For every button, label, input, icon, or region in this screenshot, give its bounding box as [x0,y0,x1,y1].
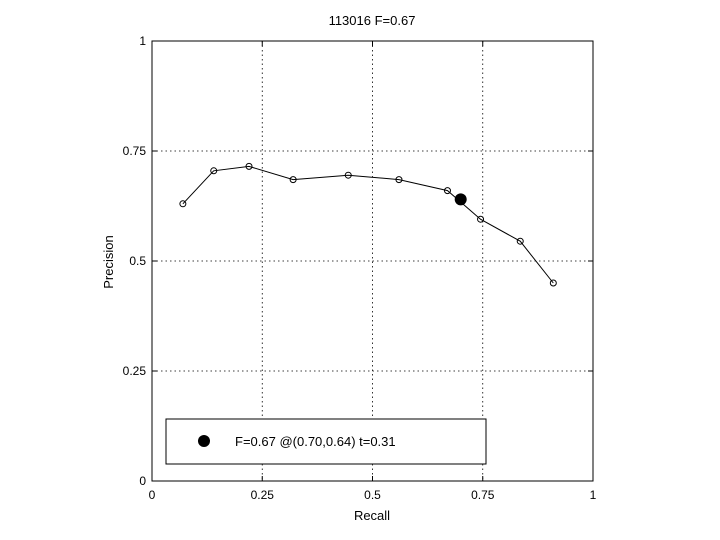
y-tick-label: 1 [139,34,146,48]
pr-curve-point [344,171,352,179]
pr-curve-point [443,187,451,195]
y-tick-label: 0 [139,474,146,488]
pr-curve-point [245,162,253,170]
x-tick-label: 0 [149,488,156,502]
x-axis-label: Recall [354,508,390,523]
legend-marker [198,435,210,447]
pr-curve-point [477,215,485,223]
legend-box [165,418,487,465]
x-tick-label: 1 [590,488,597,502]
chart-title: 113016 F=0.67 [329,13,416,28]
x-tick-labels: 0 0.25 0.5 0.75 1 [149,488,597,502]
legend: F=0.67 @(0.70,0.64) t=0.31 [165,418,487,465]
y-tick-label: 0.25 [123,364,147,378]
x-tick-label: 0.5 [364,488,381,502]
pr-curve-point [179,200,187,208]
pr-curve-point [516,237,524,245]
pr-curve-line [182,165,554,284]
y-tick-label: 0.75 [123,144,147,158]
pr-curve-point [549,279,557,287]
x-tick-label: 0.25 [251,488,275,502]
x-tick-label: 0.75 [471,488,495,502]
grid-layer [152,41,593,481]
legend-label: F=0.67 @(0.70,0.64) t=0.31 [235,434,396,449]
y-axis-label: Precision [101,235,116,288]
best-f-point [454,193,467,206]
y-tick-labels: 0 0.25 0.5 0.75 1 [123,34,147,488]
series-layer [179,162,557,287]
pr-curve-point [395,176,403,184]
pr-curve-point [210,167,218,175]
pr-curve-point [289,176,297,184]
y-tick-label: 0.5 [129,254,146,268]
tick-layer [151,40,594,482]
